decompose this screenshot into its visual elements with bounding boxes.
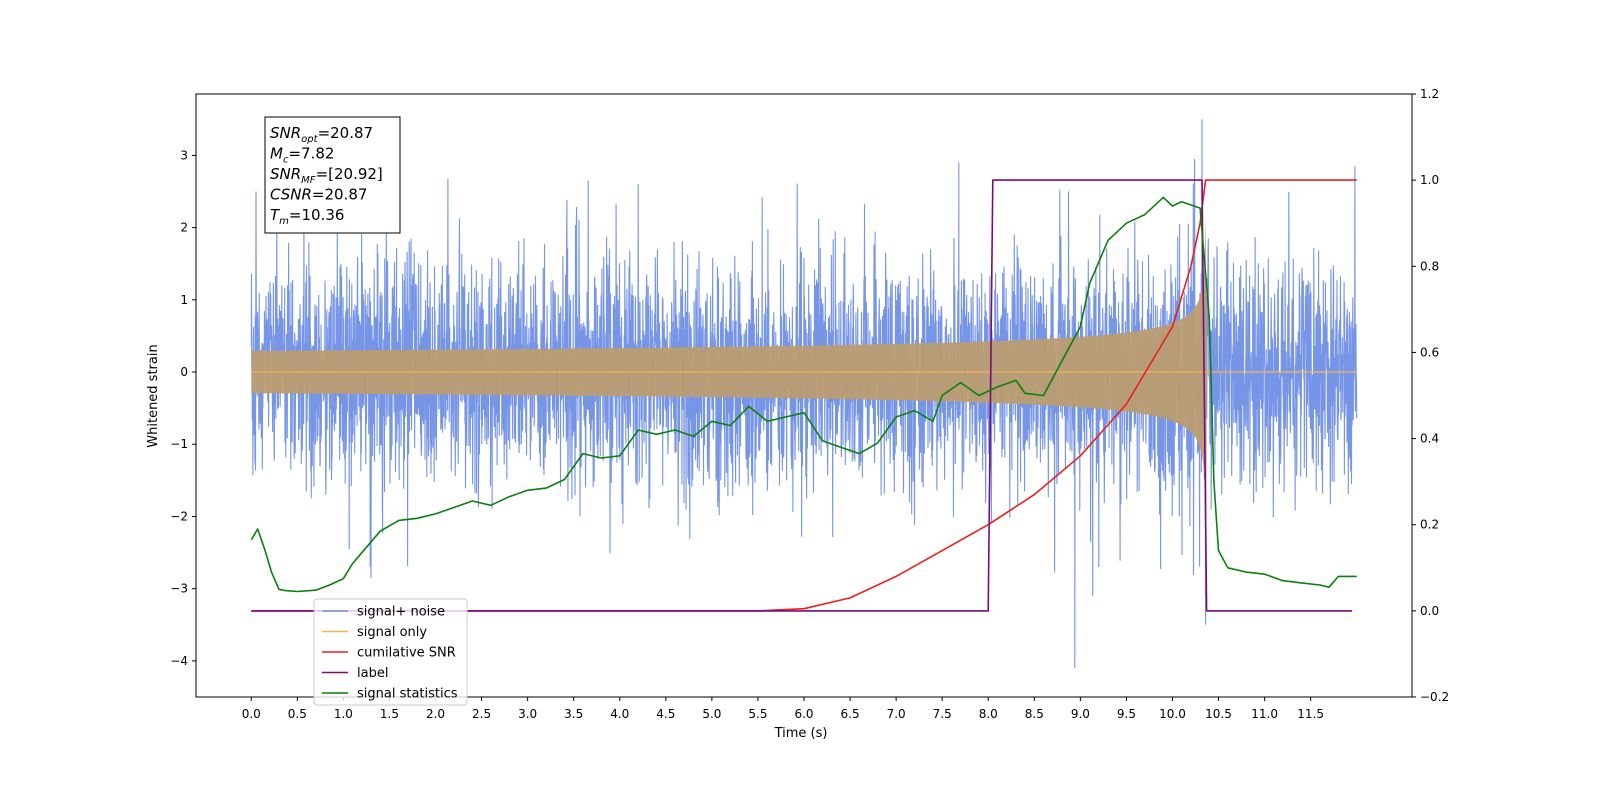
legend-label-cumilative-snr: cumilative SNR [357, 646, 456, 661]
x-tick-label: 4.0 [610, 707, 629, 721]
stats-box-frame [264, 116, 401, 234]
x-tick-label: 8.5 [1025, 707, 1044, 721]
y2-tick-label: 1.2 [1420, 87, 1439, 101]
y-tick-label: 0 [180, 365, 188, 379]
x-tick-label: 11.0 [1251, 707, 1278, 721]
y2-tick-label: 0.4 [1420, 432, 1439, 446]
y-tick-label: −2 [170, 509, 188, 523]
stats-line: CSNR=20.87 [270, 186, 367, 204]
x-tick-label: 9.0 [1071, 707, 1090, 721]
series-signal-statistics-line [250, 196, 1357, 593]
series-cumilative-snr-line [251, 179, 1357, 612]
series-signal-noise-line [250, 119, 1358, 669]
y2-tick-label: 0.2 [1420, 518, 1439, 532]
x-tick-label: 2.5 [472, 707, 491, 721]
x-tick-label: 10.0 [1159, 707, 1186, 721]
legend: signal+ noise signal only cumilative SNR la… [313, 598, 468, 706]
y2-tick-label: −0.2 [1420, 690, 1449, 704]
x-tick-label: 2.0 [426, 707, 445, 721]
x-axis-label: Time (s) [774, 726, 828, 741]
y2-tick-label: 0.8 [1420, 259, 1439, 273]
series-label-line [251, 179, 1353, 612]
x-tick-label: 3.0 [518, 707, 537, 721]
legend-label-signal-statistics: signal statistics [357, 687, 458, 702]
x-tick-label: 4.5 [656, 707, 675, 721]
y-tick-label: −3 [170, 582, 188, 596]
y2-tick-label: 0.6 [1420, 345, 1439, 359]
x-tick-label: 0.5 [288, 707, 307, 721]
y-tick-label: −4 [170, 654, 188, 668]
y-tick-label: 2 [180, 221, 188, 235]
x-tick-label: 5.5 [748, 707, 767, 721]
x-tick-label: 7.5 [933, 707, 952, 721]
y2-tick-label: 1.0 [1420, 173, 1439, 187]
stats-line: SNRMF=[20.92] [270, 165, 383, 186]
stats-line: Tm=10.36 [270, 206, 344, 227]
legend-label-signal-only: signal only [357, 625, 427, 640]
plot-data [250, 119, 1358, 669]
x-tick-label: 1.5 [380, 707, 399, 721]
x-tick-label: 1.0 [334, 707, 353, 721]
x-tick-label: 7.0 [887, 707, 906, 721]
y-tick-label: −1 [170, 437, 188, 451]
x-tick-label: 10.5 [1205, 707, 1232, 721]
x-tick-label: 9.5 [1117, 707, 1136, 721]
y2-tick-label: 0.0 [1420, 604, 1439, 618]
legend-frame [313, 598, 468, 706]
x-tick-label: 6.0 [794, 707, 813, 721]
x-tick-label: 6.5 [841, 707, 860, 721]
x-tick-label: 11.5 [1297, 707, 1324, 721]
stats-line: SNRopt=20.87 [270, 124, 373, 145]
x-tick-label: 3.5 [564, 707, 583, 721]
x-tick-label: 8.0 [979, 707, 998, 721]
y-tick-label: 3 [180, 148, 188, 162]
legend-label-label: label [357, 666, 388, 681]
stats-annotation-box: SNRopt=20.87Mc=7.82SNRMF=[20.92]CSNR=20.… [264, 116, 401, 234]
x-tick-label: 5.0 [702, 707, 721, 721]
x-tick-label: 0.0 [242, 707, 261, 721]
legend-label-signal-noise: signal+ noise [357, 605, 445, 620]
stats-line: Mc=7.82 [270, 145, 334, 166]
y-axis-label: Whitened strain [146, 344, 161, 447]
axes: 0.0 0.5 1.0 1.5 2.0 2.5 3.0 3.5 4.0 4.5 5.0 5.5 6.0 6… [170, 87, 1449, 721]
y-tick-label: 1 [180, 293, 188, 307]
